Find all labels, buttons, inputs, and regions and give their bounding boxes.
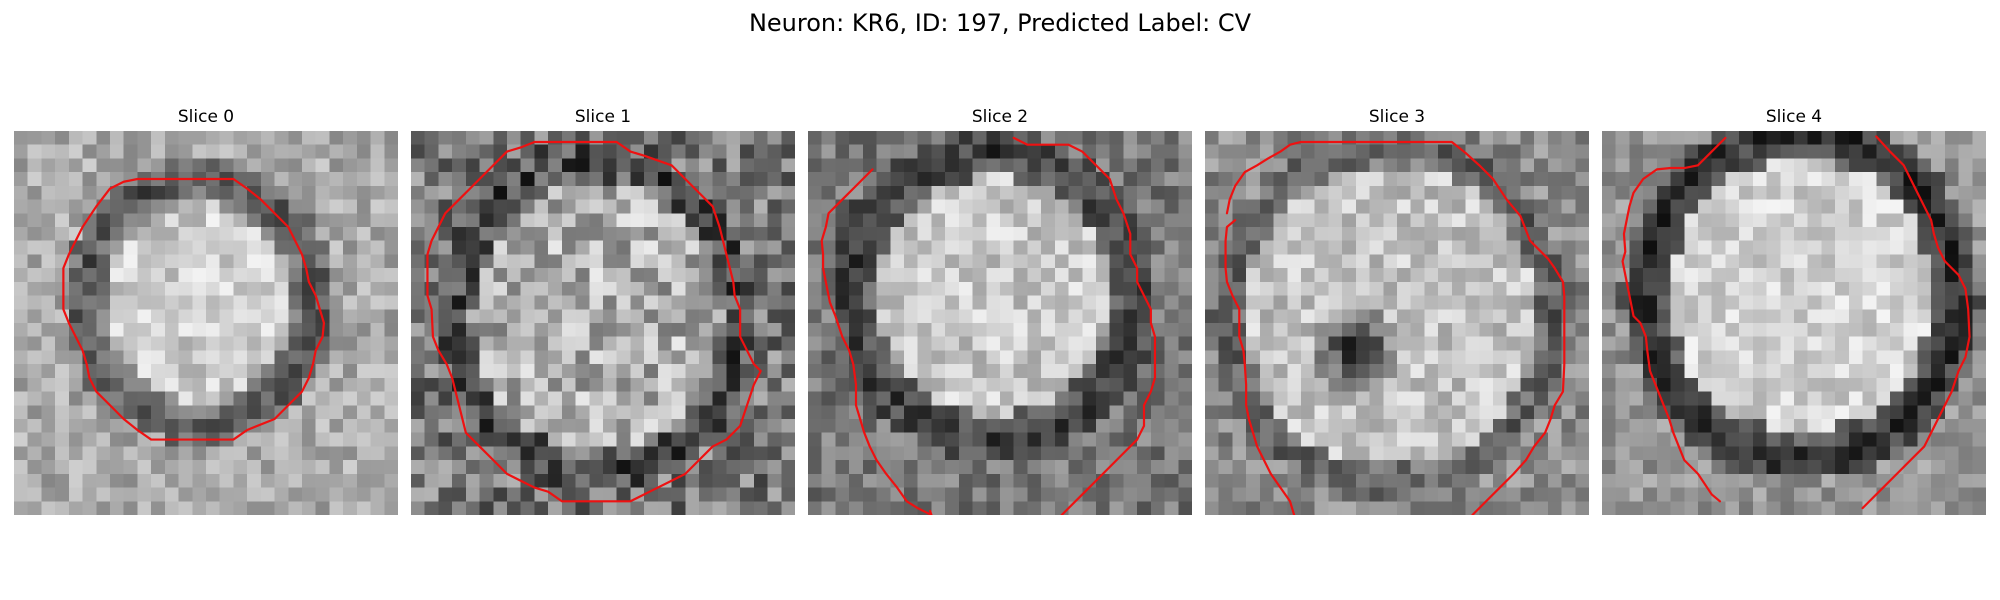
slice-title-3: Slice 3 xyxy=(1368,107,1426,127)
figure-title: Neuron: KR6, ID: 197, Predicted Label: C… xyxy=(748,9,1252,37)
slice-image-4 xyxy=(1602,131,1986,515)
slice-title-1: Slice 1 xyxy=(574,107,632,127)
slice-panel-2: Slice 2 xyxy=(808,106,1192,515)
slice-title-2: Slice 2 xyxy=(971,107,1029,127)
contour-line xyxy=(1012,136,1157,515)
contour-line xyxy=(1861,135,1971,510)
slice-panel-0: Slice 0 xyxy=(14,106,398,515)
slice-panel-3: Slice 3 xyxy=(1205,106,1589,515)
contour-line xyxy=(1224,219,1296,515)
pixel-grid xyxy=(1602,131,1986,515)
slice-panel-4: Slice 4 xyxy=(1602,106,1986,515)
slice-title-0: Slice 0 xyxy=(177,107,235,127)
contour-line xyxy=(820,168,933,515)
slice-panel-1: Slice 1 xyxy=(411,106,795,515)
slice-title-4: Slice 4 xyxy=(1765,107,1823,127)
slice-image-1 xyxy=(411,131,795,515)
contour-line xyxy=(1621,136,1727,503)
slice-image-2 xyxy=(808,131,1192,515)
contour-line xyxy=(62,177,326,441)
slice-image-3 xyxy=(1205,131,1589,515)
pixel-grid xyxy=(411,131,795,515)
contour-line xyxy=(1225,140,1566,515)
contour-line xyxy=(426,140,762,503)
pixel-grid xyxy=(808,131,1192,515)
pixel-grid xyxy=(14,131,398,515)
slice-image-0 xyxy=(14,131,398,515)
